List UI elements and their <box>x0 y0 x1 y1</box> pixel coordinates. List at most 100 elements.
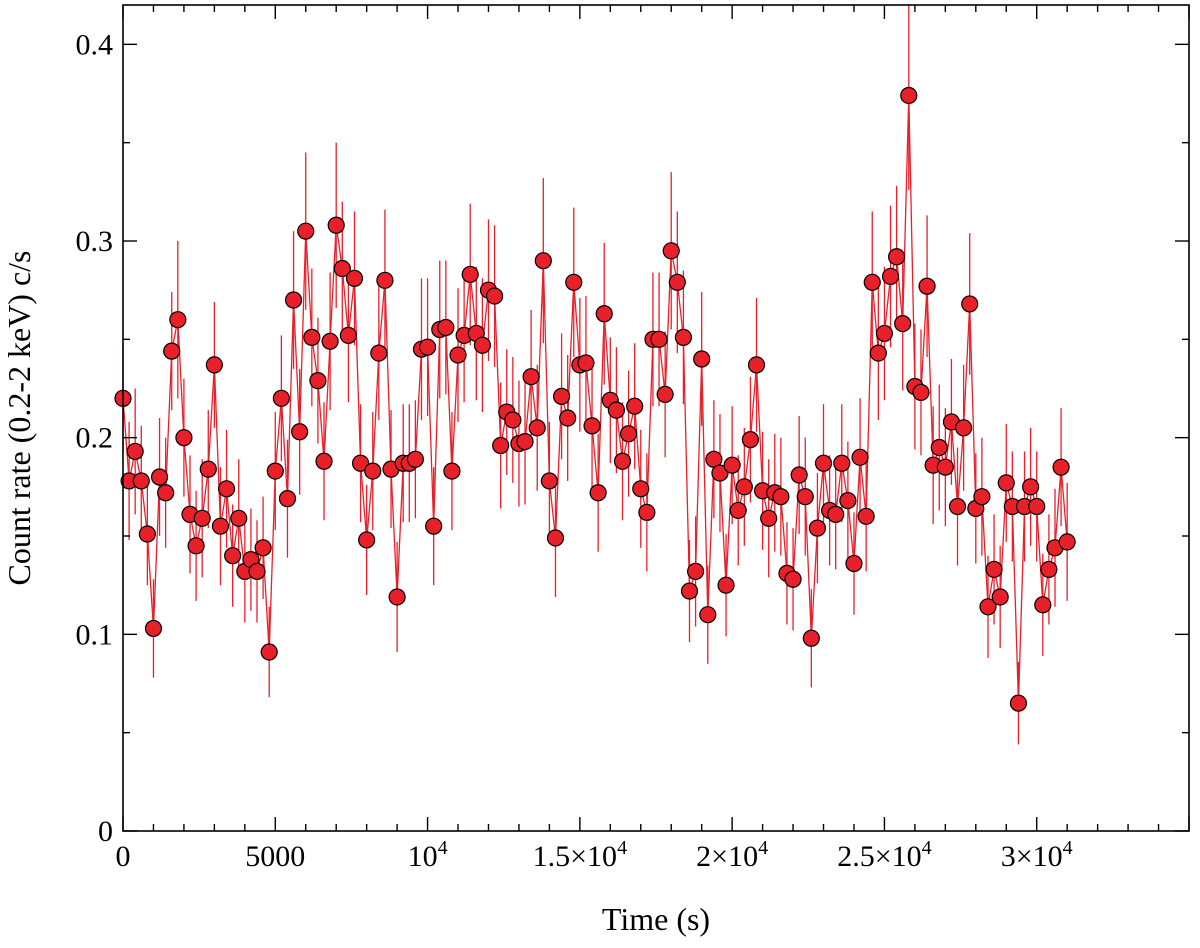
data-point <box>132 472 150 490</box>
data-point <box>680 582 699 600</box>
data-point <box>187 537 205 555</box>
data-point <box>157 484 175 502</box>
data-point <box>729 501 747 520</box>
x-tick-label: 5000 <box>245 840 305 873</box>
data-point <box>656 385 674 403</box>
x-tick-label: 104 <box>408 837 448 873</box>
data-point <box>205 356 223 374</box>
data-point <box>1034 596 1052 614</box>
data-point <box>224 547 242 565</box>
data-point <box>309 372 327 390</box>
data-point <box>930 438 948 457</box>
data-point <box>425 517 443 535</box>
data-point <box>839 492 857 510</box>
data-point <box>217 480 236 498</box>
data-point <box>1009 694 1028 712</box>
data-point <box>662 242 680 260</box>
data-point <box>650 330 668 348</box>
data-point <box>534 252 552 270</box>
data-point <box>150 468 169 486</box>
data-point <box>266 462 284 480</box>
data-point <box>760 509 778 527</box>
data-point <box>674 328 693 346</box>
data-point <box>735 478 753 496</box>
data-point <box>583 417 601 435</box>
x-tick-label: 1.5×104 <box>533 837 627 873</box>
data-point <box>619 425 638 443</box>
data-point <box>888 248 906 266</box>
y-tick-label: 0.3 <box>76 225 114 258</box>
data-point <box>833 454 851 472</box>
data-point <box>638 503 656 522</box>
data-point <box>169 311 187 329</box>
data-point <box>522 368 540 386</box>
series-line <box>122 95 1068 704</box>
data-point <box>327 216 345 234</box>
plot-frame <box>122 4 1190 832</box>
data-point <box>900 86 918 105</box>
data-point <box>437 318 455 337</box>
x-tick-label: 0 <box>116 840 131 873</box>
y-tick-label: 0.2 <box>76 422 114 455</box>
data-point <box>376 271 394 289</box>
data-point <box>321 332 339 350</box>
data-point <box>686 562 705 581</box>
data-point <box>565 273 583 291</box>
data-point <box>254 539 272 557</box>
data-point <box>230 509 248 527</box>
data-point <box>997 474 1015 492</box>
data-point <box>693 350 711 368</box>
data-point <box>717 576 735 594</box>
data-point <box>961 295 979 313</box>
data-point <box>163 342 181 360</box>
data-point <box>406 450 424 468</box>
data-point <box>449 346 467 364</box>
data-point <box>540 472 559 490</box>
data-point <box>1022 478 1040 496</box>
y-axis-title: Count rate (0.2-2 keV) c/s <box>1 250 37 585</box>
data-point <box>918 277 936 295</box>
data-point <box>589 484 607 502</box>
data-point <box>1052 458 1070 476</box>
data-point <box>559 409 577 427</box>
data-point <box>297 222 315 240</box>
data-point <box>912 383 930 402</box>
x-tick-label: 2.5×104 <box>837 837 931 873</box>
data-point <box>772 488 790 506</box>
data-point <box>875 324 894 343</box>
data-point <box>802 629 820 647</box>
data-point <box>955 419 973 437</box>
x-tick-label: 2×104 <box>696 837 768 873</box>
data-point <box>473 336 491 354</box>
data-point <box>504 411 522 429</box>
data-point <box>973 488 991 506</box>
data-point <box>485 287 504 305</box>
data-point <box>668 273 686 291</box>
data-point <box>607 401 626 419</box>
data-point <box>461 265 479 284</box>
data-point <box>845 554 863 573</box>
data-point <box>1028 497 1046 516</box>
data-point <box>315 452 333 470</box>
data-point <box>814 454 833 472</box>
data-point <box>516 433 534 451</box>
data-point <box>284 291 303 309</box>
data-point <box>388 588 406 606</box>
data-point <box>528 419 546 437</box>
data-point <box>546 529 565 547</box>
x-axis-title: Time (s) <box>602 901 710 937</box>
data-point <box>278 490 297 508</box>
data-point <box>492 436 510 455</box>
data-point <box>358 531 376 549</box>
data-point <box>827 505 845 523</box>
data-point <box>723 456 741 474</box>
data-point <box>790 466 808 484</box>
data-point <box>869 344 887 362</box>
data-point <box>979 598 997 616</box>
data-point <box>613 452 632 470</box>
data-point <box>418 338 437 356</box>
x-tick-label: 3×104 <box>1001 837 1073 873</box>
data-point <box>1058 533 1076 551</box>
y-tick-label: 0.4 <box>76 28 114 61</box>
data-point <box>333 259 351 278</box>
